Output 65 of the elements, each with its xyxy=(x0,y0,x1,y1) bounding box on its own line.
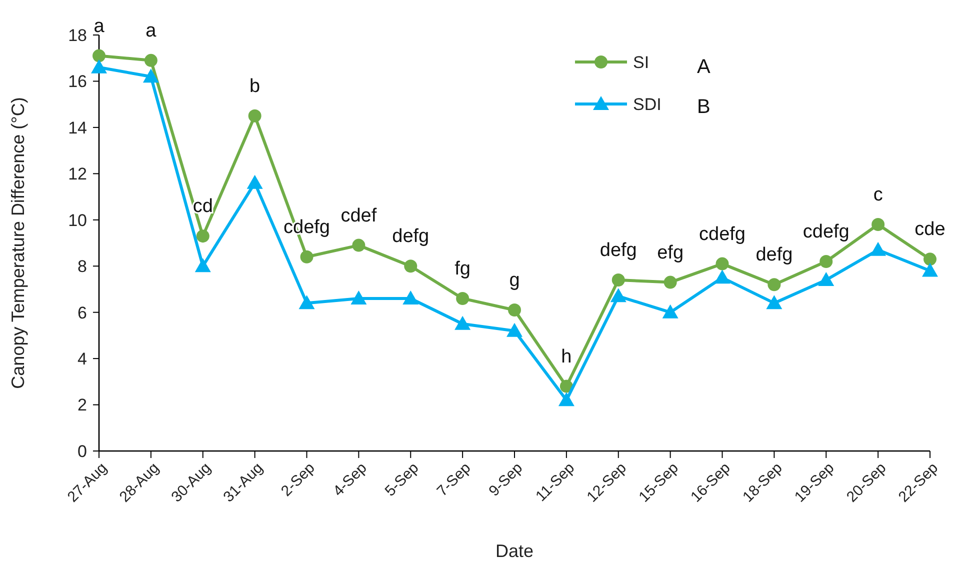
point xyxy=(870,242,886,256)
point xyxy=(454,316,471,330)
point xyxy=(298,295,315,310)
point xyxy=(456,292,470,305)
legend-label: SI xyxy=(633,52,650,72)
annotation: g xyxy=(509,270,520,292)
point xyxy=(768,278,781,292)
y-axis-title: Canopy Temperature Difference (°C) xyxy=(8,97,28,389)
annotation: fg xyxy=(454,258,470,280)
point xyxy=(714,270,730,284)
annotation: cde xyxy=(914,219,946,240)
point xyxy=(922,262,938,277)
point xyxy=(612,273,625,286)
y-tick-label: 2 xyxy=(78,396,87,415)
point xyxy=(91,59,107,74)
point xyxy=(196,230,210,243)
y-tick-label: 6 xyxy=(78,303,87,322)
annotation: defg xyxy=(756,244,793,266)
annotation: defg xyxy=(600,240,637,261)
y-tick-label: 0 xyxy=(78,442,87,461)
annotation: a xyxy=(94,16,105,37)
y-tick-label: 12 xyxy=(68,164,87,184)
annotation: cdefg xyxy=(802,221,850,242)
y-tick-label: 4 xyxy=(78,350,87,369)
point xyxy=(766,295,782,310)
point xyxy=(300,250,314,264)
x-axis-title: Date xyxy=(495,541,534,561)
point xyxy=(664,276,677,289)
annotation: cdef xyxy=(340,205,378,226)
y-tick-label: 10 xyxy=(68,210,87,230)
annotation: B xyxy=(697,96,710,118)
annotation: h xyxy=(561,346,572,368)
annotation: A xyxy=(697,56,711,78)
point xyxy=(404,260,418,273)
point xyxy=(508,304,521,317)
point xyxy=(352,238,366,252)
point xyxy=(194,258,211,272)
point xyxy=(350,290,367,304)
y-tick-label: 16 xyxy=(68,72,87,92)
annotation: defg xyxy=(392,226,430,248)
point xyxy=(610,288,626,302)
point xyxy=(246,174,263,189)
point xyxy=(142,68,159,83)
annotation: c xyxy=(873,184,883,206)
y-tick-label: 8 xyxy=(78,257,87,276)
annotation: cdefg xyxy=(699,224,746,245)
point xyxy=(144,54,158,67)
point xyxy=(716,257,729,270)
point xyxy=(558,392,574,406)
y-tick-label: 14 xyxy=(68,118,87,138)
point xyxy=(662,304,678,318)
point xyxy=(92,49,106,62)
point xyxy=(872,218,885,232)
point xyxy=(402,290,419,304)
point xyxy=(248,109,262,122)
point xyxy=(506,322,522,337)
annotation: b xyxy=(250,76,260,97)
point xyxy=(924,252,936,266)
point xyxy=(820,254,833,268)
y-tick-label: 18 xyxy=(68,26,87,45)
point xyxy=(818,272,834,286)
point xyxy=(560,380,573,393)
legend-label: SDI xyxy=(633,94,662,114)
annotation: efg xyxy=(657,242,684,264)
annotation: a xyxy=(146,20,157,42)
